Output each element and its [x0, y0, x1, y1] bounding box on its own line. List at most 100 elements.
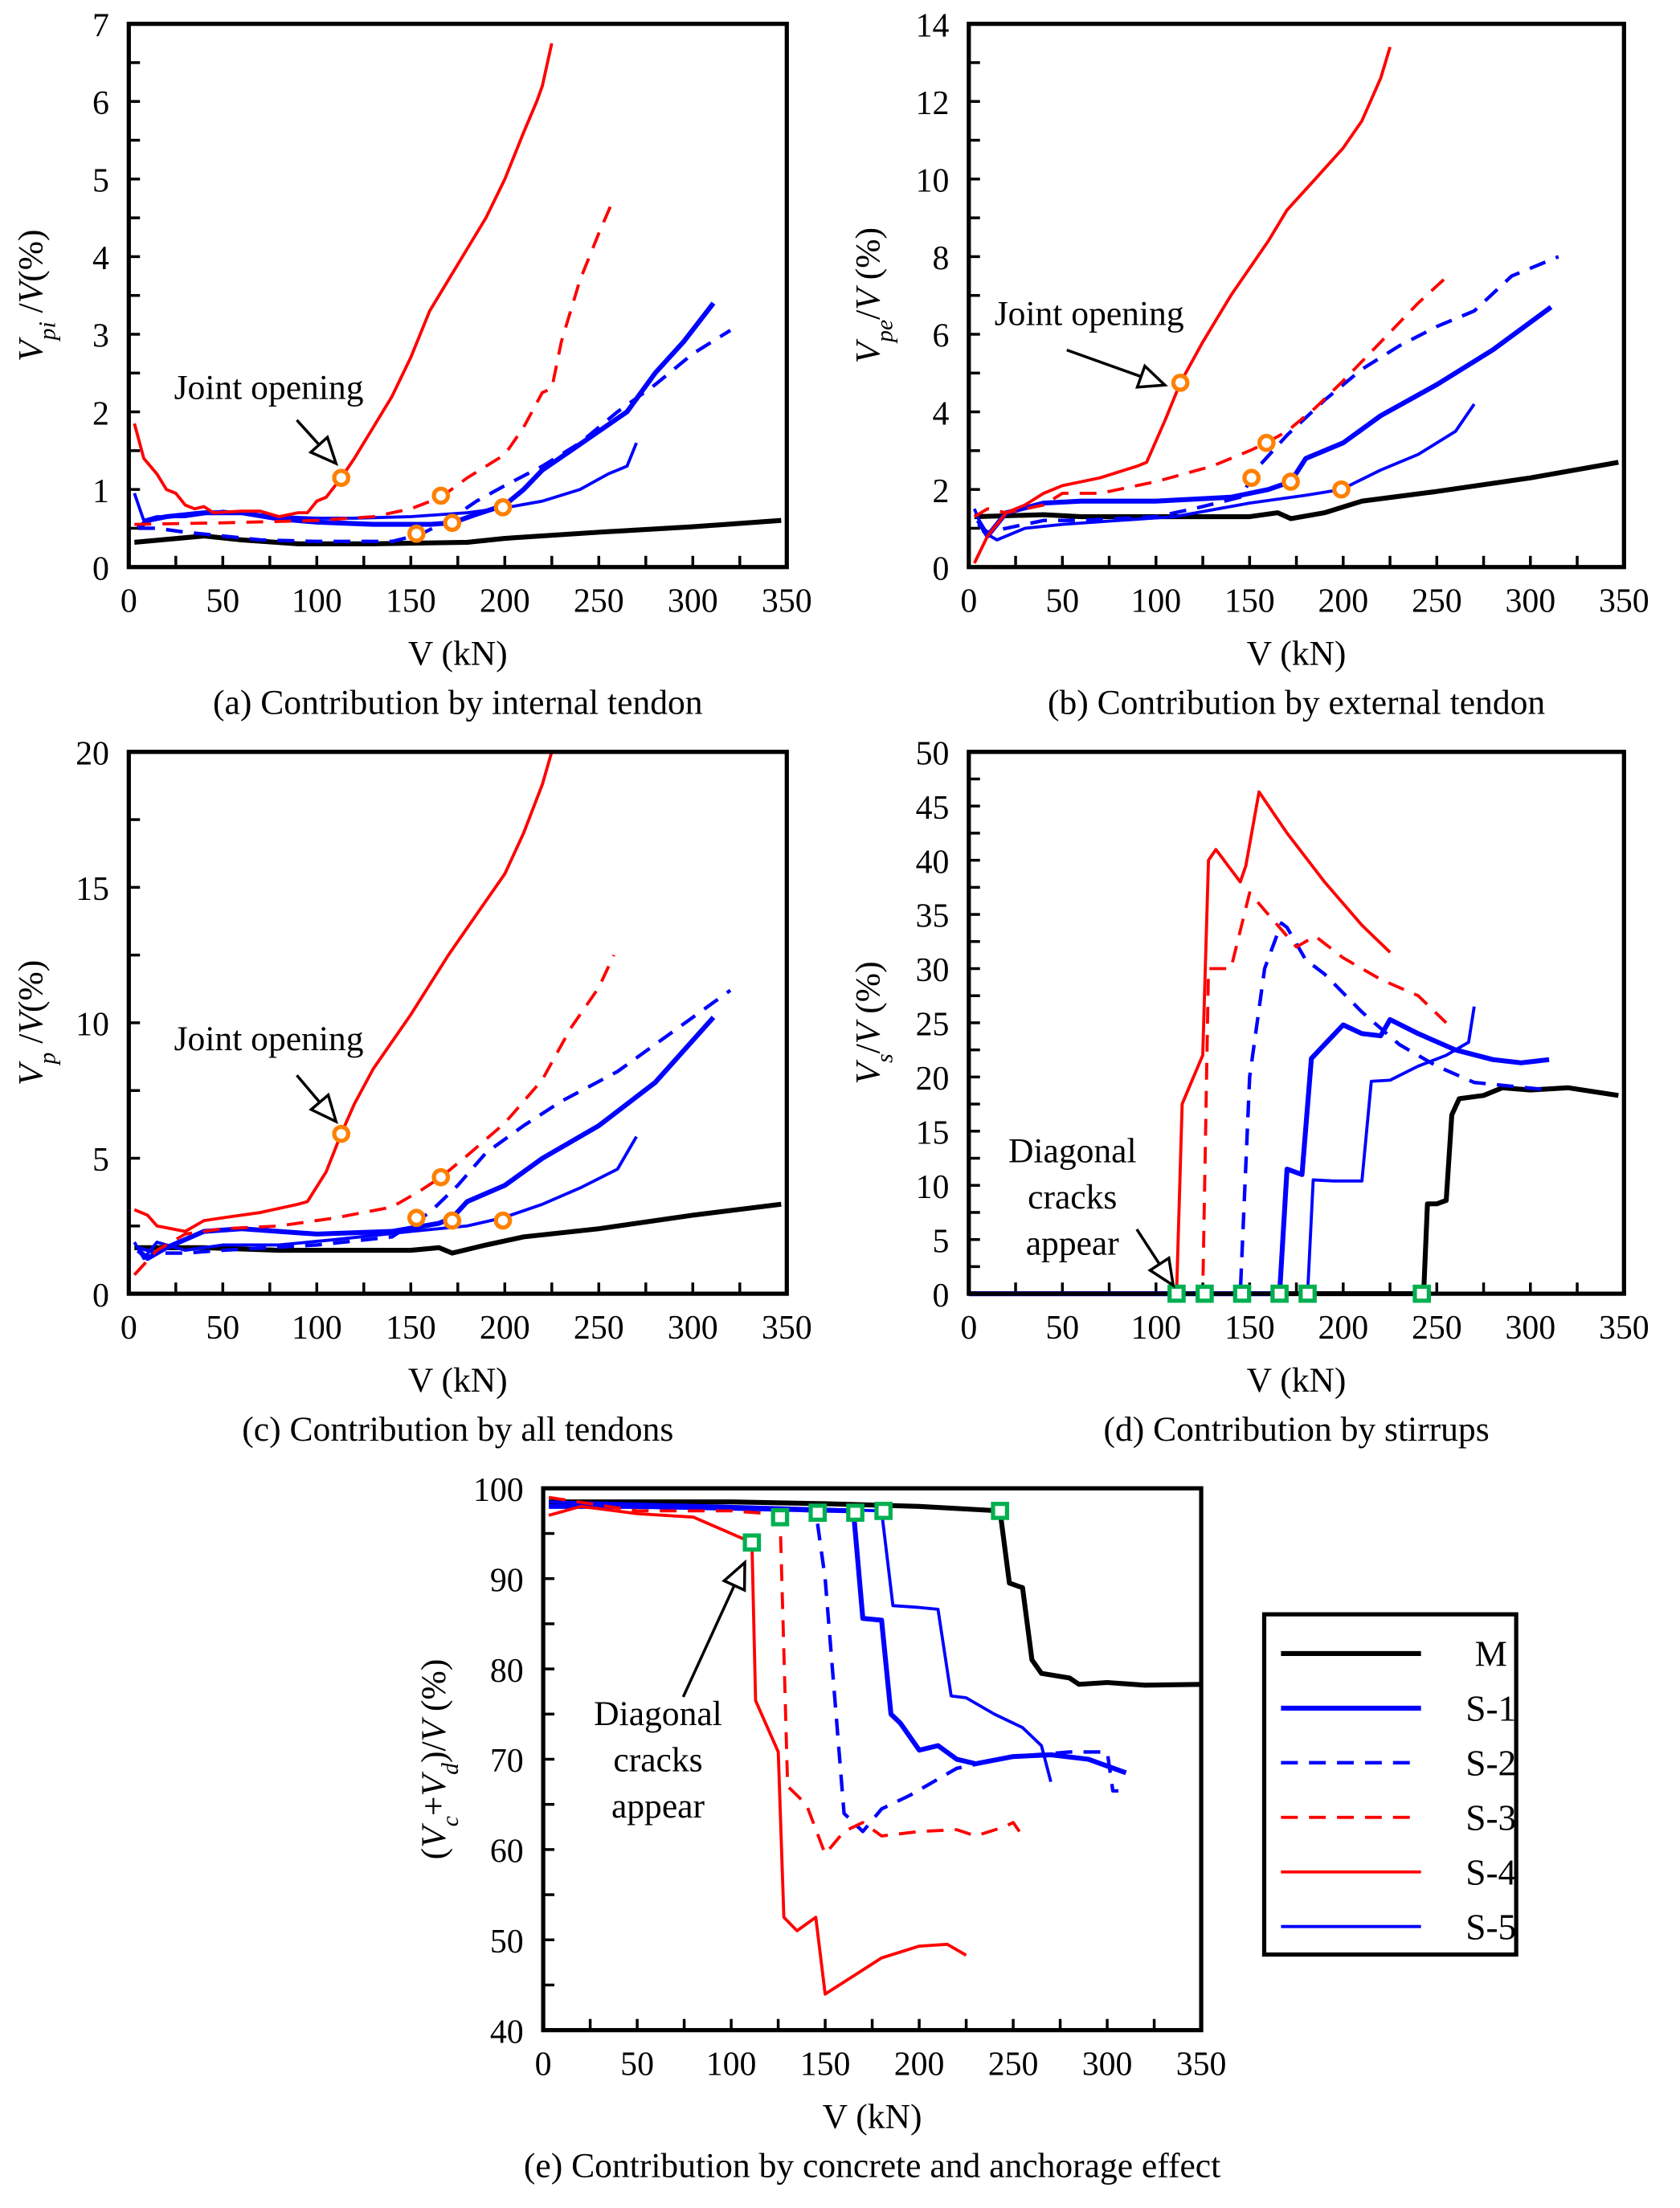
x-tick-label: 300: [1505, 583, 1555, 620]
diagonal-crack-marker: [991, 1502, 1010, 1520]
diagonal-crack-marker: [1270, 1284, 1289, 1303]
series-line-s-4: [548, 1504, 967, 1996]
y-axis-label-part: d: [438, 1763, 464, 1775]
joint-opening-marker: [407, 1208, 426, 1228]
series-line-s-2: [968, 921, 1550, 1296]
y-axis-label: Vp /V(%): [11, 960, 60, 1086]
annotation-arrow-shaft: [1135, 1229, 1161, 1266]
x-tick-label: 350: [1599, 583, 1649, 620]
y-axis-label-part: (%): [848, 227, 887, 288]
y-axis-label-part: /: [848, 1043, 887, 1053]
x-tick-label: 300: [668, 1310, 718, 1347]
annotation-text: cracks: [613, 1740, 702, 1779]
x-tick-label: 350: [762, 1310, 812, 1347]
series-line-s-3: [968, 891, 1448, 1296]
diagonal-crack-marker: [1196, 1284, 1214, 1303]
annotation-text: Diagonal: [594, 1695, 722, 1733]
x-tick-label: 300: [1082, 2046, 1133, 2083]
annotation-arrow-head-icon: [1134, 363, 1168, 389]
annotation-arrow-head-icon: [1147, 1255, 1175, 1289]
legend-label: S-4: [1465, 1852, 1516, 1892]
plot-frame: [967, 750, 1626, 1296]
joint-opening-marker: [443, 513, 462, 533]
diagonal-crack-marker: [1167, 1284, 1186, 1303]
x-tick-label: 350: [1176, 2046, 1227, 2083]
y-axis-label-part: V: [848, 285, 887, 310]
x-tick-label: 200: [1318, 1310, 1368, 1347]
y-axis-label-part: V: [11, 1061, 50, 1086]
y-axis-label-part: V: [11, 337, 50, 362]
y-axis-label-part: V: [11, 1009, 50, 1034]
series-line-s-1: [136, 1016, 716, 1261]
x-tick-label: 200: [480, 583, 530, 620]
y-tick-label: 20: [76, 735, 109, 772]
x-tick-label: 100: [1130, 1310, 1181, 1347]
x-tick-label: 50: [206, 583, 239, 620]
y-axis-label-part: V: [848, 338, 887, 363]
x-tick-label: 200: [480, 1310, 530, 1347]
y-tick-label: 0: [92, 1278, 109, 1315]
panel-title: (c) Contribution by all tendons: [242, 1410, 673, 1449]
diagonal-crack-marker: [771, 1507, 790, 1527]
y-axis-label: (Vc+Vd)/V (%): [415, 1659, 464, 1860]
series-line-s-4: [973, 47, 1392, 564]
y-tick-label: 7: [92, 7, 109, 44]
series-line-s-2: [137, 988, 732, 1255]
y-tick-label: 10: [76, 1007, 109, 1044]
series-line-s-3: [548, 1495, 1024, 1856]
y-axis-label-part: V: [415, 1716, 453, 1741]
x-tick-label: 0: [121, 583, 137, 620]
legend-label: S-1: [1465, 1689, 1516, 1729]
panel-b: 0 50 100 150 200 250 300 350 0 2 4 6 8 10 12 14 V (kN) (b…: [848, 7, 1649, 722]
y-tick-label: 15: [76, 871, 109, 908]
x-tick-label: 50: [620, 2046, 654, 2083]
panel-title: (b) Contribution by external tendon: [1048, 684, 1545, 722]
y-tick-label: 5: [92, 163, 109, 200]
plot-frame: [126, 22, 789, 570]
x-tick-label: 0: [535, 2046, 552, 2083]
series-line-s-2: [977, 255, 1559, 534]
joint-opening-marker: [493, 1211, 513, 1230]
y-axis-label-part: /: [11, 302, 50, 321]
y-tick-label: 40: [916, 844, 950, 881]
series-line-s-3: [134, 198, 615, 526]
series-line-s-5: [973, 403, 1476, 542]
joint-opening-marker: [431, 486, 451, 505]
series-line-s-1: [137, 301, 716, 530]
y-tick-label: 2: [933, 473, 950, 510]
annotation-arrow-head-icon: [309, 1092, 338, 1125]
x-tick-label: 200: [894, 2046, 945, 2083]
y-axis-label-part: V: [11, 278, 50, 303]
x-tick-label: 100: [706, 2046, 757, 2083]
y-tick-label: 45: [916, 790, 950, 827]
y-axis-label-part: c: [438, 1816, 464, 1826]
y-axis-label-part: pi: [35, 321, 60, 341]
diagonal-crack-marker: [742, 1533, 762, 1552]
x-tick-label: 300: [668, 583, 718, 620]
panel-e: 0 50 100 150 200 250 300 350 40 50 60 70 80 90 100 V (k…: [415, 1472, 1226, 2186]
joint-opening-marker: [332, 468, 351, 488]
legend-label: S-2: [1465, 1744, 1516, 1784]
annotation-arrow-head-icon: [721, 1559, 746, 1593]
annotation-arrow-head-icon: [308, 435, 339, 466]
legend-label: S-3: [1465, 1797, 1516, 1838]
panel-a: 0 50 100 150 200 250 300 350 0 1 2 3 4 5 6 7 V (kN) (a) C…: [11, 7, 811, 722]
y-tick-label: 100: [473, 1472, 524, 1509]
joint-opening-marker: [1332, 480, 1351, 499]
y-axis-label-part: (%): [11, 960, 50, 1012]
joint-opening-marker: [493, 498, 513, 517]
x-tick-label: 350: [1599, 1310, 1649, 1347]
series-line-s-4: [133, 43, 554, 518]
series-line-s-5: [133, 1135, 638, 1261]
series-line-s-1: [975, 305, 1553, 539]
plot-frame: [126, 750, 789, 1296]
x-tick-label: 250: [1412, 583, 1462, 620]
joint-opening-marker: [443, 1211, 462, 1230]
series-line-m: [134, 517, 782, 546]
y-tick-label: 10: [916, 1169, 950, 1206]
x-tick-label: 0: [960, 583, 977, 620]
series-line-m: [549, 1499, 1202, 1688]
legend-box: [1261, 1612, 1519, 1957]
y-tick-label: 1: [92, 473, 109, 510]
